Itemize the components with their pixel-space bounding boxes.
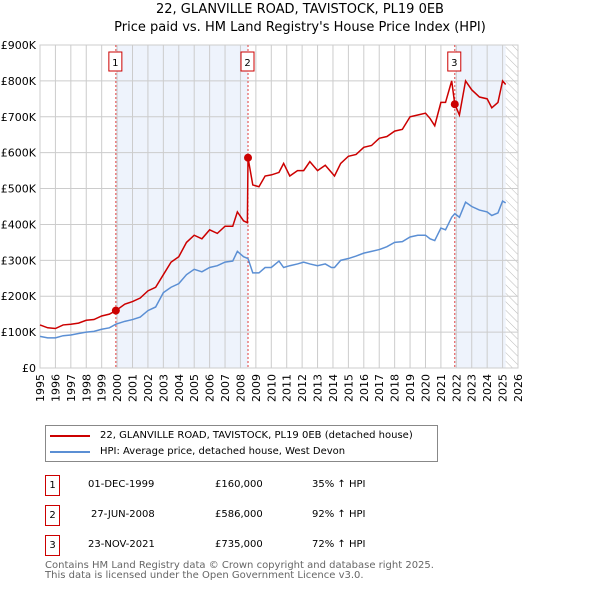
transaction-badge: 1	[45, 475, 60, 496]
y-tick-label: £500K	[1, 183, 37, 196]
x-tick-label: 2001	[127, 374, 140, 402]
sale-point	[244, 153, 253, 162]
legend-label: HPI: Average price, detached house, West…	[100, 446, 346, 457]
x-tick-label: 2009	[250, 374, 263, 402]
sale-marker-badge	[240, 51, 255, 72]
transaction-date: 01-DEC-1999	[88, 479, 155, 490]
transaction-date: 27-JUN-2008	[91, 509, 155, 520]
sale-point	[111, 306, 120, 315]
x-tick-label: 2015	[342, 374, 355, 402]
footer-licence: This data is licensed under the Open Gov…	[45, 570, 364, 581]
transaction-row: 2 27-JUN-2008 £586,000 92% ↑ HPI	[45, 505, 465, 526]
transaction-hpi: 35% ↑ HPI	[312, 479, 366, 490]
y-tick-label: £600K	[1, 147, 37, 160]
sale-marker-badge	[108, 51, 123, 72]
x-tick-label: 2025	[497, 374, 510, 402]
x-tick-label: 2008	[234, 374, 247, 402]
sale-marker-number: 2	[244, 58, 250, 69]
y-tick-label: £400K	[1, 218, 37, 231]
x-tick-label: 1995	[34, 374, 47, 402]
sale-marker-badge	[447, 51, 462, 72]
x-tick-label: 1998	[80, 374, 93, 402]
shaded-ownership-period	[115, 45, 249, 368]
legend: 22, GLANVILLE ROAD, TAVISTOCK, PL19 0EB …	[45, 425, 438, 462]
y-tick-label: £200K	[1, 290, 37, 303]
x-tick-label: 2022	[450, 374, 463, 402]
x-tick-label: 2012	[296, 374, 309, 402]
x-tick-label: 1999	[96, 374, 109, 402]
forecast-hatch	[505, 45, 518, 368]
sale-marker-number: 3	[451, 58, 457, 69]
legend-label: 22, GLANVILLE ROAD, TAVISTOCK, PL19 0EB …	[100, 430, 413, 441]
y-tick-label: £300K	[1, 254, 37, 267]
x-tick-label: 2002	[142, 374, 155, 402]
x-tick-label: 2003	[157, 374, 170, 402]
x-tick-label: 2023	[466, 374, 479, 402]
x-tick-label: 2021	[435, 374, 448, 402]
transaction-row: 3 23-NOV-2021 £735,000 72% ↑ HPI	[45, 535, 465, 556]
transaction-row: 1 01-DEC-1999 £160,000 35% ↑ HPI	[45, 475, 465, 496]
y-tick-label: £100K	[1, 326, 37, 339]
legend-item-hpi: HPI: Average price, detached house, West…	[50, 446, 345, 457]
x-tick-label: 2019	[404, 374, 417, 402]
transaction-badge: 2	[45, 505, 60, 526]
sale-marker-number: 1	[112, 58, 118, 69]
x-tick-label: 2014	[327, 374, 340, 402]
shaded-ownership-period	[454, 45, 506, 368]
price-chart: 1995 1996 1997 1998 1999 2000 2001 2002 2003 2004…	[1, 39, 525, 402]
x-tick-label: 2011	[281, 374, 294, 402]
x-tick-label: 2007	[219, 374, 232, 402]
x-tick-label: 2018	[389, 374, 402, 402]
y-tick-label: £0	[22, 362, 36, 375]
plot-border	[39, 44, 519, 369]
transaction-hpi: 92% ↑ HPI	[312, 509, 366, 520]
x-tick-label: 2000	[111, 374, 124, 402]
legend-item-property: 22, GLANVILLE ROAD, TAVISTOCK, PL19 0EB …	[50, 430, 413, 441]
transaction-hpi: 72% ↑ HPI	[312, 539, 366, 550]
x-tick-label: 2017	[373, 374, 386, 402]
x-tick-label: 2024	[481, 374, 494, 402]
sale-point	[450, 100, 459, 109]
transaction-price: £586,000	[215, 509, 263, 520]
x-tick-label: 2010	[265, 374, 278, 402]
property-price-line	[39, 78, 507, 330]
chart-subtitle: Price paid vs. HM Land Registry's House …	[114, 20, 486, 35]
x-tick-label: 1997	[65, 374, 78, 402]
y-tick-label: £900K	[1, 39, 37, 52]
x-tick-label: 2026	[512, 374, 525, 402]
x-tick-label: 1996	[49, 374, 62, 402]
footer-copyright: Contains HM Land Registry data © Crown c…	[45, 560, 434, 571]
y-tick-label: £800K	[1, 75, 37, 88]
x-tick-label: 2004	[173, 374, 186, 402]
y-tick-label: £700K	[1, 111, 37, 124]
x-tick-label: 2013	[312, 374, 325, 402]
hpi-line	[39, 200, 507, 339]
transaction-badge: 3	[45, 535, 60, 556]
chart-title: 22, GLANVILLE ROAD, TAVISTOCK, PL19 0EB	[156, 2, 444, 17]
transaction-price: £735,000	[215, 539, 263, 550]
transaction-price: £160,000	[215, 479, 263, 490]
transaction-date: 23-NOV-2021	[88, 539, 155, 550]
x-tick-label: 2016	[358, 374, 371, 402]
x-tick-label: 2005	[188, 374, 201, 402]
legend-swatch-blue	[50, 450, 90, 453]
legend-swatch-red	[50, 434, 90, 437]
x-tick-label: 2006	[204, 374, 217, 402]
x-tick-label: 2020	[419, 374, 432, 402]
